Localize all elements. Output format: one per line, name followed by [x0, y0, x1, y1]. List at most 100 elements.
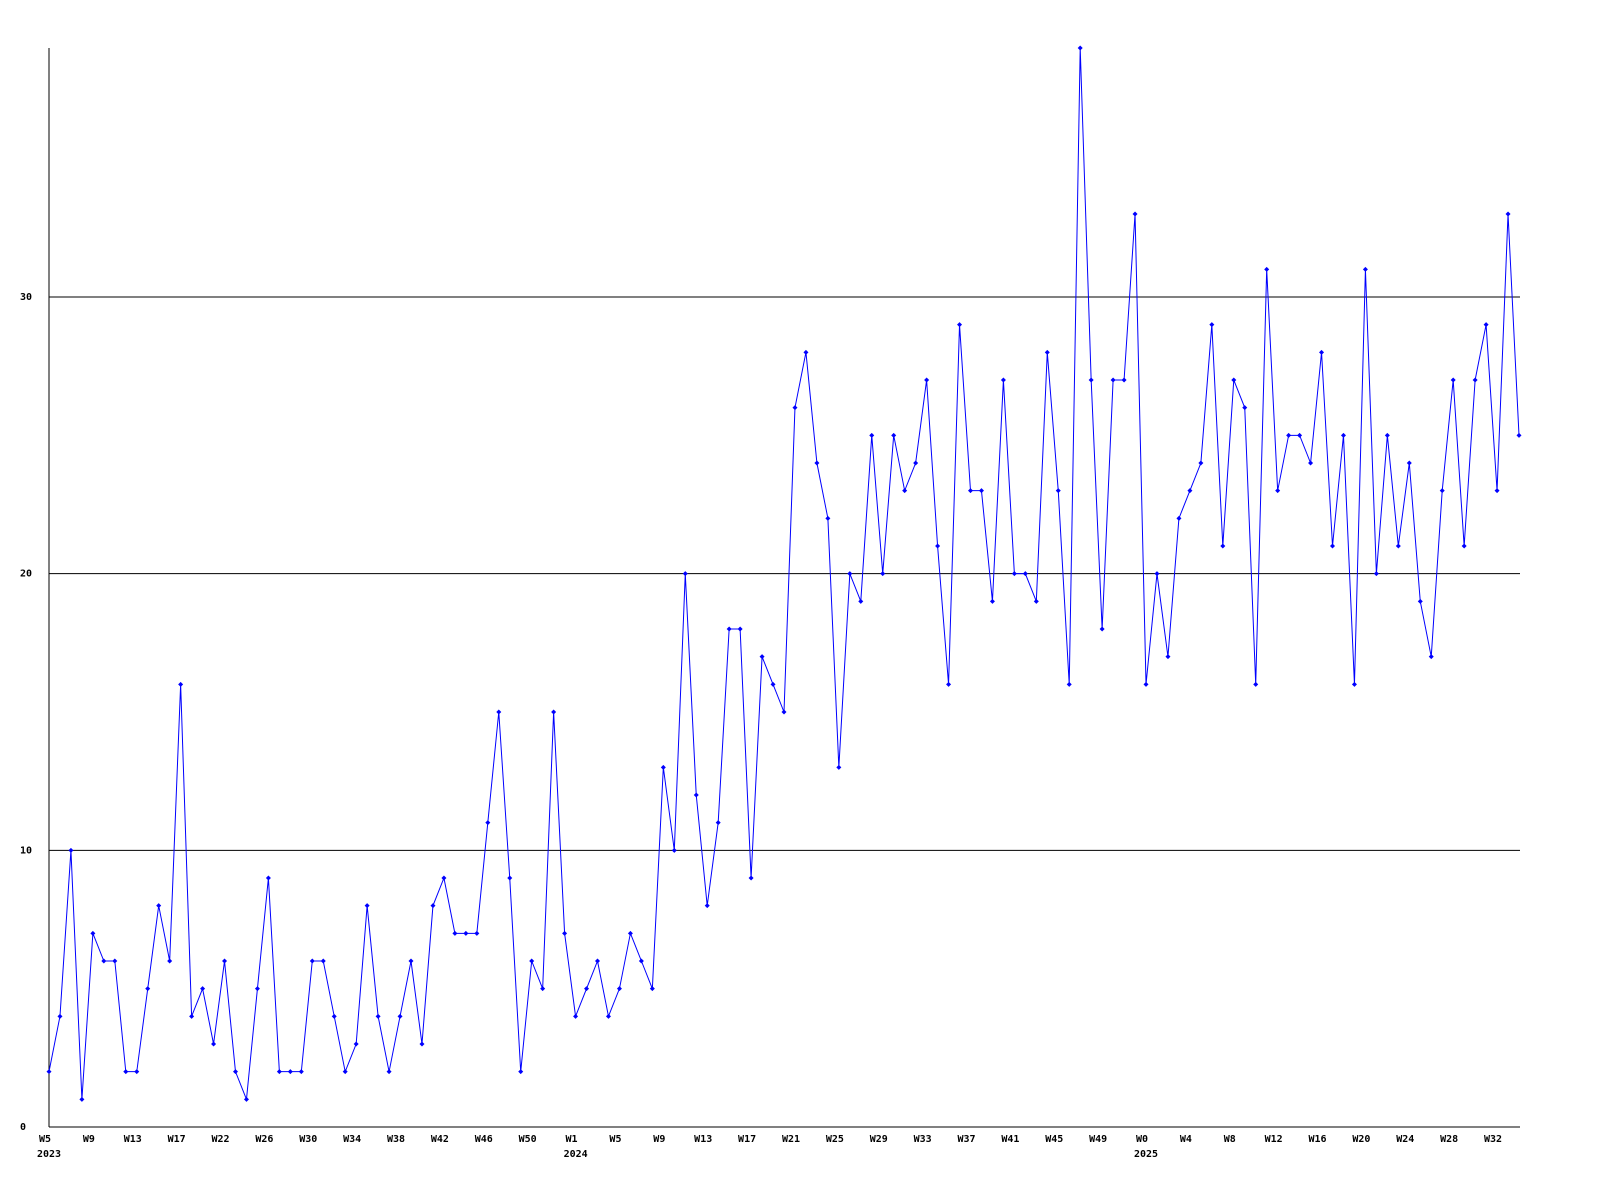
point	[1494, 488, 1500, 494]
x-tick-label: W13	[694, 1134, 712, 1145]
x-tick-label: W4	[1180, 1134, 1192, 1145]
point	[704, 903, 710, 909]
x-year-label: 2024	[564, 1149, 588, 1160]
point	[726, 626, 732, 632]
point	[1198, 460, 1204, 466]
point	[287, 1069, 293, 1075]
point	[68, 847, 74, 853]
point	[309, 958, 315, 964]
point	[1395, 543, 1401, 549]
point	[90, 930, 96, 936]
x-tick-label: W12	[1265, 1134, 1283, 1145]
point	[485, 820, 491, 826]
point	[167, 958, 173, 964]
point	[1242, 405, 1248, 411]
point	[134, 1069, 140, 1075]
point	[419, 1041, 425, 1047]
point	[1165, 654, 1171, 660]
point	[353, 1041, 359, 1047]
x-tick-label: W37	[957, 1134, 975, 1145]
point	[1022, 571, 1028, 577]
point	[1373, 571, 1379, 577]
point	[1275, 488, 1281, 494]
point	[1231, 377, 1237, 383]
x-tick-label: W22	[211, 1134, 229, 1145]
point	[529, 958, 535, 964]
point	[1417, 598, 1423, 604]
point	[627, 930, 633, 936]
point	[1066, 681, 1072, 687]
point	[1483, 322, 1489, 328]
point	[1099, 626, 1105, 632]
point	[243, 1096, 249, 1102]
point	[693, 792, 699, 798]
point	[364, 903, 370, 909]
point	[397, 1013, 403, 1019]
point	[331, 1013, 337, 1019]
point	[671, 847, 677, 853]
point	[836, 764, 842, 770]
point	[595, 958, 601, 964]
point	[1439, 488, 1445, 494]
point	[200, 986, 206, 992]
x-tick-label: W41	[1001, 1134, 1019, 1145]
point	[616, 986, 622, 992]
x-tick-label: W20	[1352, 1134, 1370, 1145]
point	[452, 930, 458, 936]
x-tick-label: W28	[1440, 1134, 1458, 1145]
point	[1000, 377, 1006, 383]
x-tick-label: W8	[1224, 1134, 1236, 1145]
y-tick-label: 10	[20, 845, 32, 856]
point	[1154, 571, 1160, 577]
point	[211, 1041, 217, 1047]
y-tick-label: 0	[20, 1122, 26, 1133]
x-tick-label: W16	[1309, 1134, 1327, 1145]
x-tick-label: W29	[870, 1134, 888, 1145]
point	[913, 460, 919, 466]
x-tick-label: W49	[1089, 1134, 1107, 1145]
point	[222, 958, 228, 964]
y-tick-label: 30	[20, 292, 32, 303]
x-tick-label: W5	[39, 1134, 51, 1145]
point	[1033, 598, 1039, 604]
x-tick-label: W25	[826, 1134, 844, 1145]
x-tick-label: W42	[431, 1134, 449, 1145]
x-year-label: 2023	[37, 1149, 61, 1160]
point	[858, 598, 864, 604]
point	[1011, 571, 1017, 577]
point	[1505, 211, 1511, 217]
point	[792, 405, 798, 411]
point	[1132, 211, 1138, 217]
point	[474, 930, 480, 936]
x-tick-label: W32	[1484, 1134, 1502, 1145]
point	[715, 820, 721, 826]
x-tick-label: W1	[566, 1134, 578, 1145]
point	[869, 432, 875, 438]
point	[408, 958, 414, 964]
point	[1110, 377, 1116, 383]
x-tick-label: W45	[1045, 1134, 1063, 1145]
point	[1187, 488, 1193, 494]
point	[178, 681, 184, 687]
point	[924, 377, 930, 383]
point	[1308, 460, 1314, 466]
x-tick-label: W21	[782, 1134, 800, 1145]
point	[573, 1013, 579, 1019]
x-tick-label: W30	[299, 1134, 317, 1145]
point	[649, 986, 655, 992]
point	[638, 958, 644, 964]
point	[1209, 322, 1215, 328]
point	[320, 958, 326, 964]
point	[496, 709, 502, 715]
point	[1176, 515, 1182, 521]
point	[375, 1013, 381, 1019]
x-tick-label: W5	[609, 1134, 621, 1145]
point	[584, 986, 590, 992]
x-tick-label: W17	[168, 1134, 186, 1145]
point	[1362, 266, 1368, 272]
point	[803, 349, 809, 355]
point	[1319, 349, 1325, 355]
point	[112, 958, 118, 964]
point	[79, 1096, 85, 1102]
